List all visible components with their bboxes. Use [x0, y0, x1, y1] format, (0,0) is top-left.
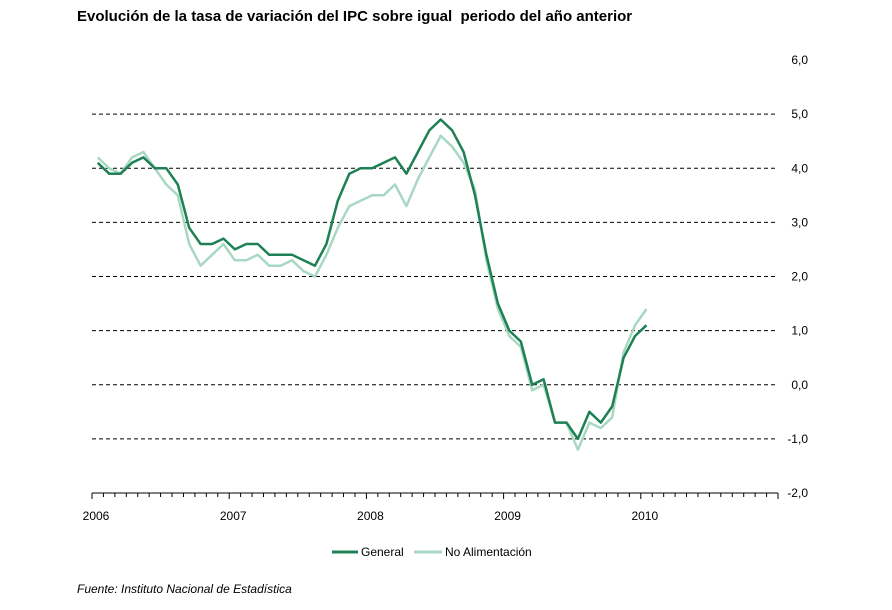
y-tick-label: 2,0	[791, 270, 808, 284]
x-tick-label: 2010	[631, 509, 658, 523]
y-tick-label: 6,0	[791, 53, 808, 67]
y-tick-label: 5,0	[791, 107, 808, 121]
y-tick-label: -2,0	[787, 486, 808, 500]
legend-label-general: General	[361, 545, 404, 559]
series-line-general	[96, 118, 648, 441]
y-tick-label: 4,0	[791, 161, 808, 175]
legend-label-no-alimentacion: No Alimentación	[445, 545, 532, 559]
series-layer	[96, 118, 648, 451]
x-tick-label: 2007	[220, 509, 247, 523]
chart-title: Evolución de la tasa de variación del IP…	[77, 8, 633, 25]
x-axis	[91, 492, 779, 499]
legend: General No Alimentación	[332, 545, 532, 559]
grid-layer	[92, 113, 778, 440]
x-tick-label: 2009	[494, 509, 521, 523]
x-tick-label: 2008	[357, 509, 384, 523]
y-tick-label: 3,0	[791, 215, 808, 229]
tick-labels: 6,0 5,0 4,0 3,0 2,0 1,0 0,0 -1,0 -2,0 2006 2007 200…	[83, 53, 809, 523]
source-note: Fuente: Instituto Nacional de Estadístic…	[77, 582, 292, 596]
series-line-no-alimentacion	[96, 134, 648, 451]
x-tick-label: 2006	[83, 509, 110, 523]
y-tick-label: 1,0	[791, 324, 808, 338]
y-tick-label: 0,0	[791, 378, 808, 392]
y-tick-label: -1,0	[787, 432, 808, 446]
